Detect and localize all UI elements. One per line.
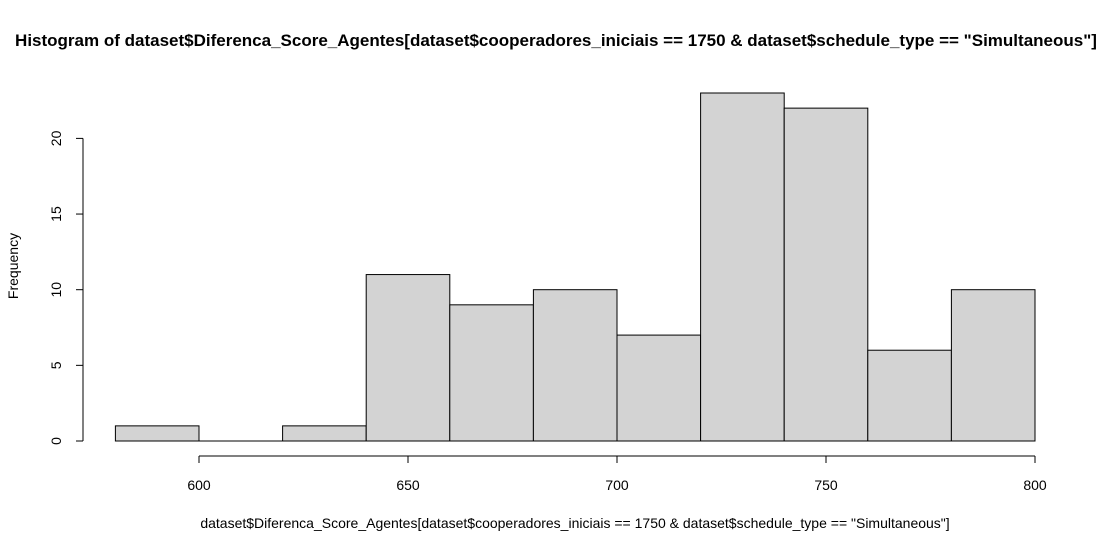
x-tick-label-700: 700 [605, 477, 629, 493]
histogram-bar-740-760 [783, 107, 869, 442]
y-tick-label-20: 20 [48, 130, 64, 146]
y-tick-label-15: 15 [48, 206, 64, 222]
y-tick-label-0: 0 [48, 437, 64, 445]
histogram-bar-760-780 [867, 349, 952, 442]
x-axis-label: dataset$Diferenca_Score_Agentes[dataset$… [200, 515, 949, 531]
y-tick-label-10: 10 [48, 282, 64, 298]
x-axis: 600 650 700 750 800 [187, 455, 1047, 493]
histogram-bar-620-640 [282, 425, 367, 442]
histogram-bar-640-660 [365, 274, 451, 442]
chart-title: Histogram of dataset$Diferenca_Score_Age… [15, 31, 1097, 50]
y-axis-label: Frequency [5, 233, 21, 299]
y-axis: 0 5 10 15 20 [48, 130, 84, 445]
x-tick-label-650: 650 [396, 477, 420, 493]
histogram-bar-720-740 [700, 92, 785, 442]
bars-group [114, 92, 1036, 442]
x-tick-label-800: 800 [1023, 477, 1047, 493]
histogram-bar-700-720 [616, 334, 702, 442]
x-tick-label-600: 600 [187, 477, 211, 493]
histogram-bar-660-680 [449, 304, 534, 442]
histogram-bar-580-600 [114, 425, 200, 442]
y-tick-label-5: 5 [48, 361, 64, 369]
x-tick-label-750: 750 [814, 477, 838, 493]
histogram-bar-780-800 [950, 289, 1036, 442]
histogram-bar-680-700 [532, 289, 618, 442]
